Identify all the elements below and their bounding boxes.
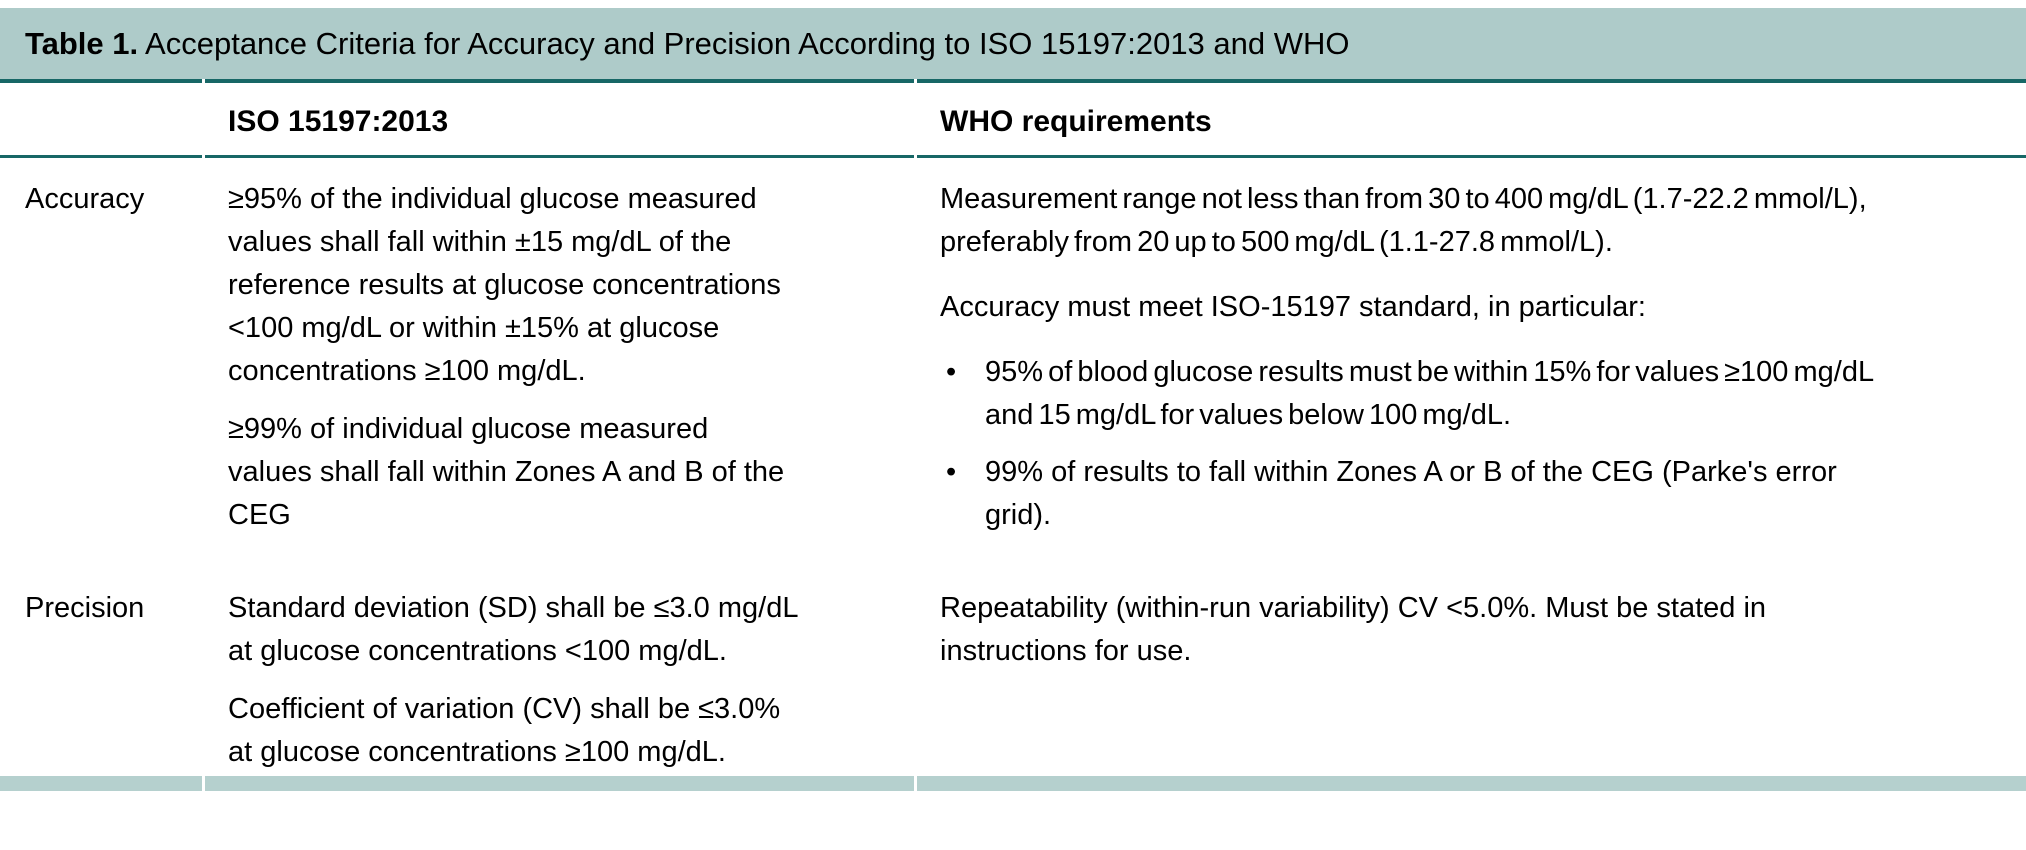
who-bullet-1: 95% of blood glucose results must be wit… [985,356,1875,431]
table-bottom-bar [0,776,2026,791]
who-bullet-2: 99% of results to fall within Zones A or… [985,456,1837,531]
who-bullet-item: • 99% of results to fall within Zones A … [940,451,2011,537]
column-header-who: WHO requirements [940,105,1212,138]
column-header-row: ISO 15197:2013 WHO requirements [0,83,2026,155]
bullet-icon: • [946,356,957,388]
table-body: Accuracy ≥95% of the individual glucose … [0,158,2026,774]
table-number-label: Table 1. [25,26,139,61]
rule-segment [0,79,202,83]
accuracy-who-measurement-range: Measurement range not less than from 30 … [940,183,1867,258]
precision-who-repeatability: Repeatability (within-run variability) C… [940,592,1767,667]
bullet-icon: • [946,456,957,488]
title-bottom-rule [0,79,2026,83]
accuracy-who-bullet-list: • 95% of blood glucose results must be w… [940,351,2011,537]
row-label-precision: Precision [25,592,145,624]
precision-iso-criterion-1: Standard deviation (SD) shall be ≤3.0 mg… [228,592,799,667]
accuracy-iso-cell: ≥95% of the individual glucose measured … [203,158,915,537]
rule-segment [917,155,2026,158]
rule-segment [917,79,2026,83]
accuracy-who-cell: Measurement range not less than from 30 … [915,158,2026,537]
rule-segment [917,776,2026,791]
rule-segment [0,776,202,791]
accuracy-who-iso-intro: Accuracy must meet ISO-15197 standard, i… [940,291,1646,323]
row-label-accuracy: Accuracy [25,183,145,215]
column-header-iso: ISO 15197:2013 [228,105,449,138]
accuracy-iso-criterion-1: ≥95% of the individual glucose measured … [228,183,781,387]
accuracy-iso-criterion-2: ≥99% of individual glucose measured valu… [228,413,785,531]
rule-segment [205,776,914,791]
header-bottom-rule [0,155,2026,158]
table-title-bar: Table 1. Acceptance Criteria for Accurac… [0,8,2026,79]
table-title: Acceptance Criteria for Accuracy and Pre… [138,26,1350,61]
precision-iso-criterion-2: Coefficient of variation (CV) shall be ≤… [228,693,781,768]
precision-iso-cell: Standard deviation (SD) shall be ≤3.0 mg… [203,537,915,774]
precision-who-cell: Repeatability (within-run variability) C… [915,537,2026,774]
rule-segment [205,79,914,83]
rule-segment [0,155,202,158]
who-bullet-item: • 95% of blood glucose results must be w… [940,351,2011,437]
rule-segment [205,155,914,158]
